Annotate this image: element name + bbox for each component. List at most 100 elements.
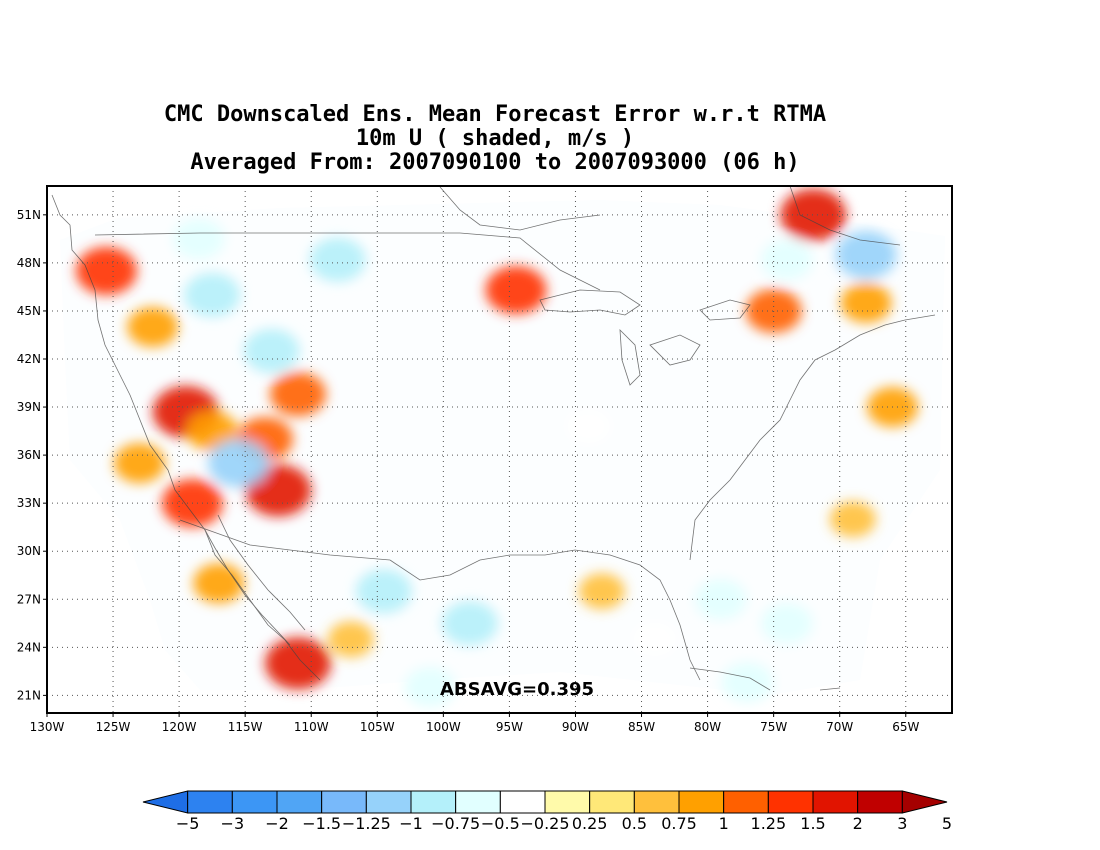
field-feature-10 xyxy=(265,637,332,690)
lon-tick-label: 70W xyxy=(826,720,853,734)
field-feature-33 xyxy=(565,408,612,445)
field-feature-12 xyxy=(485,266,547,315)
field-feature-21 xyxy=(309,237,366,282)
field-feature-24 xyxy=(355,569,412,614)
international-border xyxy=(94,232,601,561)
colorbar-label: 1 xyxy=(719,814,729,833)
lon-tick-label: 85W xyxy=(628,720,655,734)
lon-tick-label: 75W xyxy=(760,720,787,734)
hudson-bay-coast xyxy=(439,186,901,246)
field-feature-32 xyxy=(631,621,678,658)
field-feature-19 xyxy=(184,272,241,317)
field-feature-20 xyxy=(173,218,225,259)
lon-tick-label: 80W xyxy=(694,720,721,734)
lon-tick-label: 90W xyxy=(562,720,589,734)
colorbar-label: 2 xyxy=(853,814,863,833)
field-feature-30 xyxy=(835,230,897,279)
field-feature-3 xyxy=(186,411,238,452)
lon-tick-label: 120W xyxy=(162,720,197,734)
lon-tick-label: 105W xyxy=(360,720,395,734)
colorbar-swatch-15 xyxy=(812,790,859,814)
absavg-annotation: ABSAVG=0.395 xyxy=(440,679,594,700)
lat-tick-label: 39N xyxy=(17,400,41,414)
colorbar-label: −1 xyxy=(399,814,423,833)
colorbar-swatch-16 xyxy=(857,790,903,814)
lat-tick-label: 24N xyxy=(17,640,41,654)
colorbar-label: −0.75 xyxy=(431,814,480,833)
field-feature-23 xyxy=(208,439,270,488)
baja-peninsula xyxy=(204,514,306,646)
plot-title-line-1: CMC Downscaled Ens. Mean Forecast Error … xyxy=(163,102,827,127)
colorbar-swatch-3 xyxy=(276,790,323,814)
colorbar-swatch-9 xyxy=(544,790,591,814)
map-frame xyxy=(46,185,953,714)
coastlines xyxy=(51,186,936,691)
colorbar-swatch-8 xyxy=(499,790,546,814)
colorbar-swatch-14 xyxy=(767,790,814,814)
colorbar-swatch-6 xyxy=(410,790,457,814)
atlantic-coast xyxy=(689,314,936,561)
field-feature-11 xyxy=(327,621,374,658)
field-feature-0 xyxy=(75,246,137,295)
colorbar-label: 3 xyxy=(897,814,907,833)
lat-tick-label: 48N xyxy=(17,256,41,270)
caribbean-islands xyxy=(689,667,841,691)
field-feature-13 xyxy=(780,188,847,241)
model-domain xyxy=(60,200,945,695)
lat-tick-label: 21N xyxy=(17,688,41,702)
colorbar-label: 5 xyxy=(942,814,952,833)
gulf-coast xyxy=(389,549,701,681)
field-feature-4 xyxy=(113,443,165,484)
plot-title-line-3: Averaged From: 2007090100 to 2007093000 … xyxy=(190,150,800,175)
lon-tick-label: 130W xyxy=(30,720,65,734)
lat-tick-label: 27N xyxy=(17,592,41,606)
colorbar-swatch-12 xyxy=(678,790,725,814)
lon-tick-label: 65W xyxy=(892,720,919,734)
colorbar-swatch-high-arrow xyxy=(901,790,948,814)
colorbar-label: −5 xyxy=(176,814,200,833)
colorbar-swatch-5 xyxy=(365,790,412,814)
colorbar-swatch-10 xyxy=(589,790,635,814)
lon-tick-label: 95W xyxy=(496,720,523,734)
longitude-axis: 130W 125W 120W 115W 110W 105W 100W 95W 90W 85W 80W… xyxy=(30,713,919,734)
field-feature-9 xyxy=(193,563,245,604)
field-feature-28 xyxy=(761,603,813,644)
lat-tick-label: 51N xyxy=(17,208,41,222)
plot-title-line-2: 10m U ( shaded, m/s ) xyxy=(355,126,635,151)
colorbar-label: −1.5 xyxy=(302,814,341,833)
colorbar-label: 1.25 xyxy=(751,814,787,833)
lon-tick-label: 110W xyxy=(294,720,329,734)
colorbar-label: −0.5 xyxy=(481,814,520,833)
lat-tick-label: 36N xyxy=(17,448,41,462)
colorbar-swatch-13 xyxy=(723,790,769,814)
lon-tick-label: 125W xyxy=(96,720,131,734)
gridlines xyxy=(47,186,952,713)
map-area xyxy=(47,186,952,713)
lat-tick-label: 42N xyxy=(17,352,41,366)
colorbar-label: −3 xyxy=(221,814,245,833)
lon-tick-label: 100W xyxy=(426,720,461,734)
colorbar-label: 1.5 xyxy=(800,814,825,833)
lon-tick-label: 115W xyxy=(228,720,263,734)
colorbar-label: 0.5 xyxy=(622,814,647,833)
great-lakes xyxy=(539,289,751,386)
field-feature-29 xyxy=(721,662,773,703)
field-feature-18 xyxy=(578,573,625,610)
colorbar-swatch-2 xyxy=(231,790,278,814)
colorbar-label: −2 xyxy=(265,814,289,833)
colorbar-swatch-1 xyxy=(187,790,233,814)
field-feature-25 xyxy=(441,601,498,646)
field-feature-17 xyxy=(829,501,876,538)
field-feature-26 xyxy=(404,667,456,708)
field-feature-22 xyxy=(243,328,300,373)
colorbar-swatch-4 xyxy=(321,790,367,814)
colorbar-swatch-low-arrow xyxy=(142,790,189,814)
colorbar-label: −0.25 xyxy=(520,814,569,833)
field-feature-14 xyxy=(745,288,802,333)
latitude-axis: 21N 24N 27N 30N 33N 36N 39N 42N 45N 48N 51N xyxy=(17,208,47,702)
colorbar-label: 0.25 xyxy=(572,814,608,833)
field-feature-1 xyxy=(127,306,179,347)
field-feature-31 xyxy=(761,239,813,280)
colorbar-label: 0.75 xyxy=(661,814,697,833)
